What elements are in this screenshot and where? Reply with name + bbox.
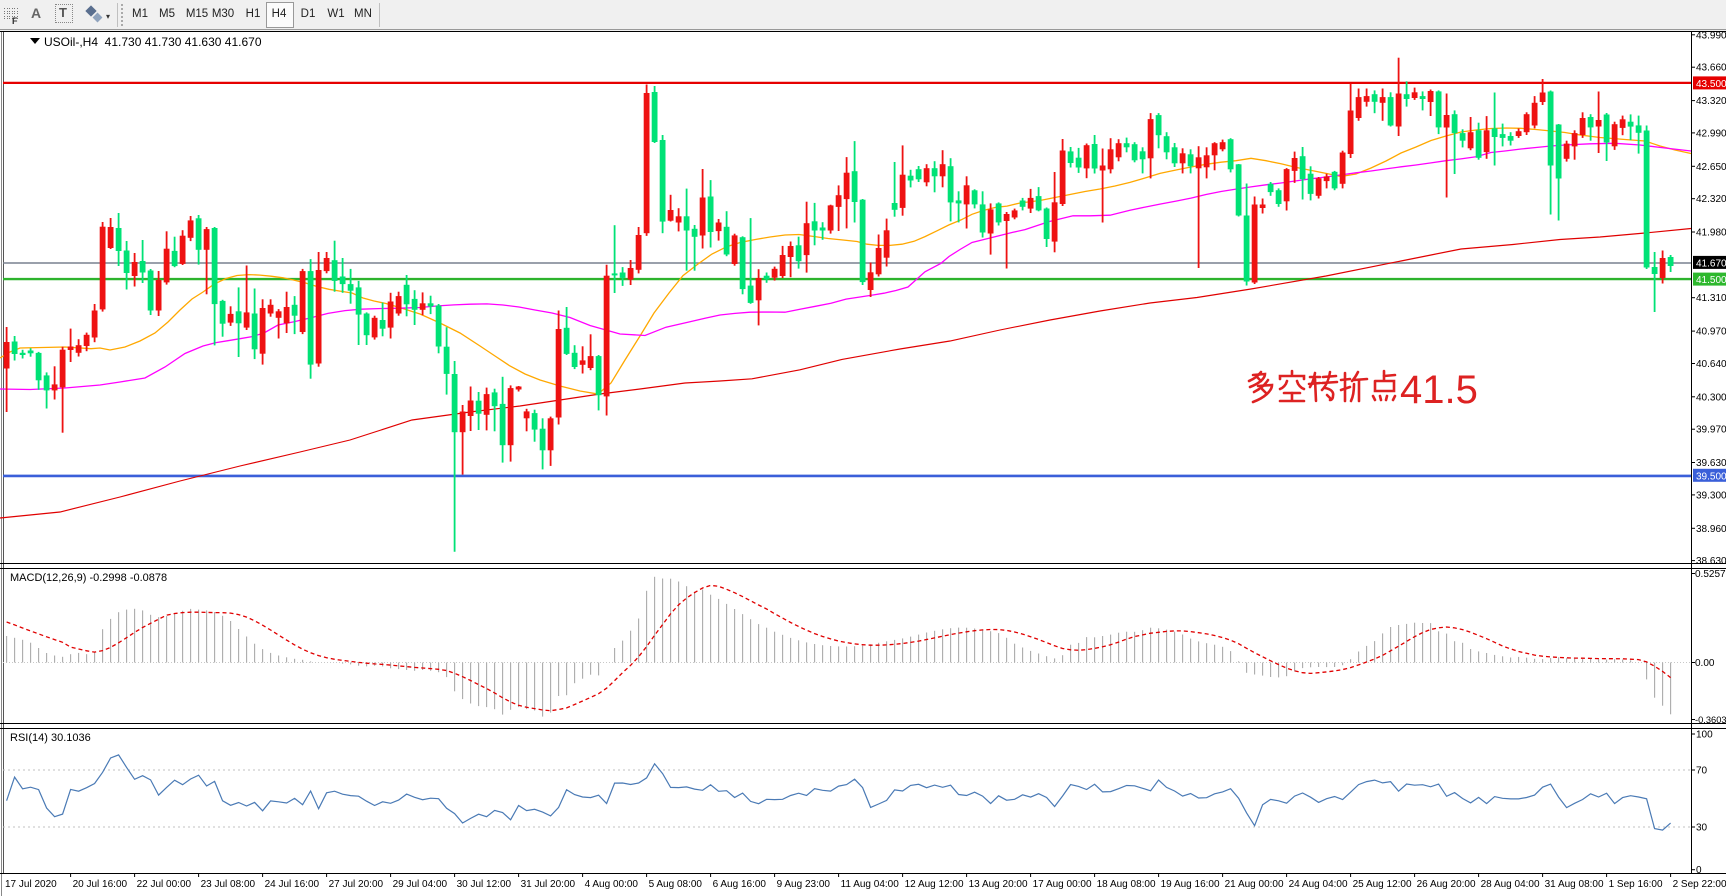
- svg-text:42.990: 42.990: [1696, 128, 1726, 139]
- svg-text:41.5: 41.5: [1400, 368, 1478, 412]
- svg-text:11 Aug 04:00: 11 Aug 04:00: [841, 879, 900, 890]
- svg-text:1 Sep 16:00: 1 Sep 16:00: [1609, 879, 1663, 890]
- svg-text:42.320: 42.320: [1696, 194, 1726, 205]
- svg-text:41.670: 41.670: [1696, 258, 1726, 269]
- svg-text:0.00: 0.00: [1695, 658, 1715, 669]
- svg-text:MACD(12,26,9) -0.2998 -0.0878: MACD(12,26,9) -0.2998 -0.0878: [10, 572, 167, 584]
- svg-text:USOil-,H4 41.730 41.730 41.63: USOil-,H4 41.730 41.730 41.630 41.670: [44, 35, 262, 49]
- svg-text:26 Aug 20:00: 26 Aug 20:00: [1417, 879, 1476, 890]
- svg-text:100: 100: [1696, 730, 1713, 741]
- svg-text:18 Aug 08:00: 18 Aug 08:00: [1097, 879, 1156, 890]
- svg-text:21 Aug 00:00: 21 Aug 00:00: [1225, 879, 1284, 890]
- svg-text:4 Aug 00:00: 4 Aug 00:00: [585, 879, 639, 890]
- svg-text:0: 0: [1696, 865, 1702, 876]
- svg-text:2 Sep 22:00: 2 Sep 22:00: [1673, 879, 1726, 890]
- svg-text:-0.3603: -0.3603: [1695, 715, 1726, 725]
- svg-text:43.320: 43.320: [1696, 96, 1726, 107]
- svg-text:22 Jul 00:00: 22 Jul 00:00: [137, 879, 192, 890]
- svg-text:9 Aug 23:00: 9 Aug 23:00: [777, 879, 831, 890]
- svg-text:0.5257: 0.5257: [1695, 569, 1726, 580]
- svg-text:39.300: 39.300: [1696, 490, 1726, 501]
- svg-text:17 Aug 00:00: 17 Aug 00:00: [1033, 879, 1092, 890]
- svg-text:41.980: 41.980: [1696, 228, 1726, 239]
- svg-text:19 Aug 16:00: 19 Aug 16:00: [1161, 879, 1220, 890]
- svg-text:41.500: 41.500: [1696, 275, 1726, 286]
- svg-text:31 Aug 08:00: 31 Aug 08:00: [1545, 879, 1604, 890]
- svg-text:5 Aug 08:00: 5 Aug 08:00: [649, 879, 703, 890]
- svg-text:42.650: 42.650: [1696, 162, 1726, 173]
- svg-text:28 Aug 04:00: 28 Aug 04:00: [1481, 879, 1540, 890]
- svg-text:31 Jul 20:00: 31 Jul 20:00: [521, 879, 576, 890]
- svg-text:40.300: 40.300: [1696, 392, 1726, 403]
- svg-text:43.660: 43.660: [1696, 63, 1726, 74]
- svg-text:38.960: 38.960: [1696, 524, 1726, 535]
- svg-text:43.500: 43.500: [1696, 79, 1726, 90]
- svg-text:39.630: 39.630: [1696, 458, 1726, 469]
- svg-text:12 Aug 12:00: 12 Aug 12:00: [905, 879, 964, 890]
- svg-text:24 Aug 04:00: 24 Aug 04:00: [1289, 879, 1348, 890]
- svg-text:41.310: 41.310: [1696, 293, 1726, 304]
- svg-text:39.970: 39.970: [1696, 425, 1726, 436]
- svg-text:20 Jul 16:00: 20 Jul 16:00: [73, 879, 128, 890]
- svg-text:25 Aug 12:00: 25 Aug 12:00: [1353, 879, 1412, 890]
- svg-text:38.630: 38.630: [1696, 556, 1726, 567]
- svg-text:13 Aug 20:00: 13 Aug 20:00: [969, 879, 1028, 890]
- svg-text:70: 70: [1696, 766, 1708, 777]
- svg-text:39.500: 39.500: [1696, 471, 1726, 482]
- svg-text:29 Jul 04:00: 29 Jul 04:00: [393, 879, 448, 890]
- svg-text:40.640: 40.640: [1696, 359, 1726, 370]
- svg-text:43.990: 43.990: [1696, 30, 1726, 41]
- svg-text:30 Jul 12:00: 30 Jul 12:00: [457, 879, 512, 890]
- svg-text:23 Jul 08:00: 23 Jul 08:00: [201, 879, 256, 890]
- svg-text:17 Jul 2020: 17 Jul 2020: [5, 879, 57, 890]
- svg-text:RSI(14) 30.1036: RSI(14) 30.1036: [10, 732, 91, 744]
- svg-text:40.970: 40.970: [1696, 327, 1726, 338]
- svg-text:6 Aug 16:00: 6 Aug 16:00: [713, 879, 767, 890]
- svg-text:30: 30: [1696, 823, 1708, 834]
- svg-text:24 Jul 16:00: 24 Jul 16:00: [265, 879, 320, 890]
- svg-text:27 Jul 20:00: 27 Jul 20:00: [329, 879, 384, 890]
